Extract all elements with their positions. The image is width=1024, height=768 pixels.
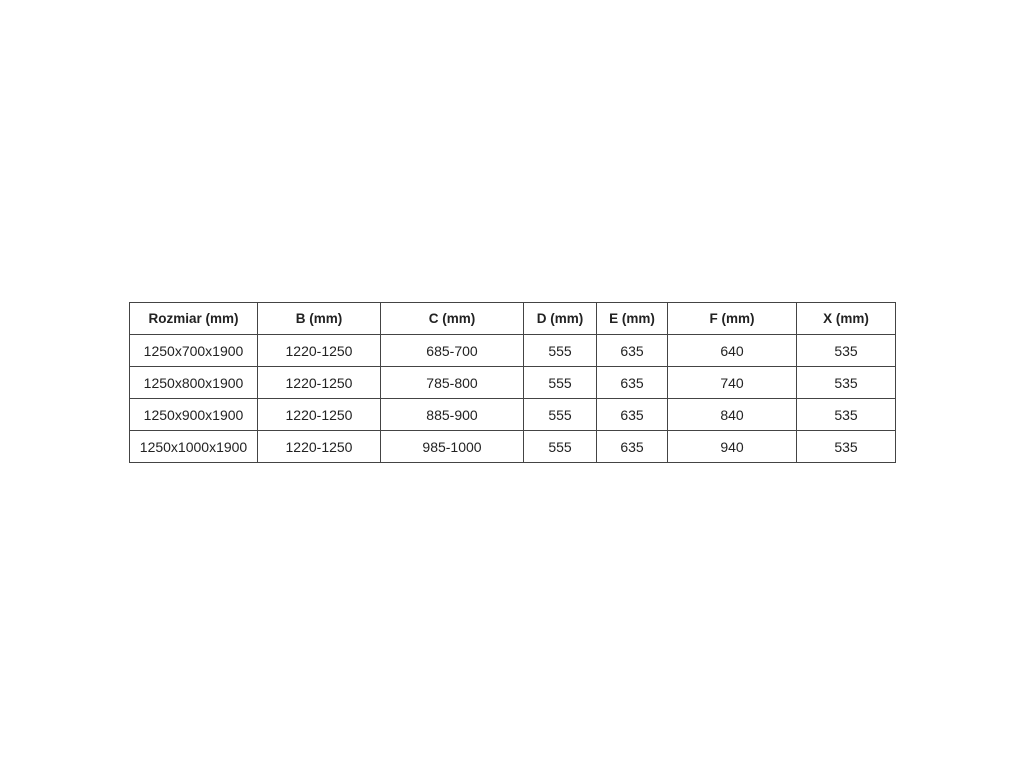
table-cell: 555 [523, 398, 597, 431]
table-cell: 1250x1000x1900 [129, 430, 258, 463]
table-cell: 1220-1250 [257, 334, 381, 367]
table-cell: 635 [596, 334, 668, 367]
column-header: Rozmiar (mm) [129, 302, 258, 335]
column-header: D (mm) [523, 302, 597, 335]
table-row: 1250x700x1900 1220-1250 685-700 555 635 640 53… [129, 334, 896, 367]
table-cell: 1220-1250 [257, 366, 381, 399]
table-row: 1250x900x1900 1220-1250 885-900 555 635 840 53… [129, 398, 896, 431]
column-header: E (mm) [596, 302, 668, 335]
table-cell: 985-1000 [380, 430, 524, 463]
column-header: X (mm) [796, 302, 896, 335]
table-cell: 785-800 [380, 366, 524, 399]
table-cell: 640 [667, 334, 797, 367]
table-row: 1250x1000x1900 1220-1250 985-1000 555 635 940… [129, 430, 896, 463]
table-cell: 1220-1250 [257, 398, 381, 431]
table-cell: 635 [596, 430, 668, 463]
table-cell: 635 [596, 398, 668, 431]
table-cell: 535 [796, 430, 896, 463]
table-cell: 635 [596, 366, 668, 399]
table-row: 1250x800x1900 1220-1250 785-800 555 635 740 53… [129, 366, 896, 399]
table-cell: 535 [796, 334, 896, 367]
table-cell: 885-900 [380, 398, 524, 431]
table-cell: 1250x900x1900 [129, 398, 258, 431]
table-cell: 1220-1250 [257, 430, 381, 463]
table-cell: 740 [667, 366, 797, 399]
table-cell: 1250x700x1900 [129, 334, 258, 367]
column-header: C (mm) [380, 302, 524, 335]
dimensions-table: Rozmiar (mm) B (mm) C (mm) D (mm) E (mm) F (m… [129, 302, 896, 463]
header-row: Rozmiar (mm) B (mm) C (mm) D (mm) E (mm) F (m… [129, 302, 896, 335]
table-cell: 555 [523, 430, 597, 463]
table-cell: 1250x800x1900 [129, 366, 258, 399]
table-cell: 535 [796, 398, 896, 431]
table-cell: 940 [667, 430, 797, 463]
table-cell: 535 [796, 366, 896, 399]
column-header: B (mm) [257, 302, 381, 335]
column-header: F (mm) [667, 302, 797, 335]
table-cell: 685-700 [380, 334, 524, 367]
table-cell: 840 [667, 398, 797, 431]
table-cell: 555 [523, 366, 597, 399]
table-cell: 555 [523, 334, 597, 367]
